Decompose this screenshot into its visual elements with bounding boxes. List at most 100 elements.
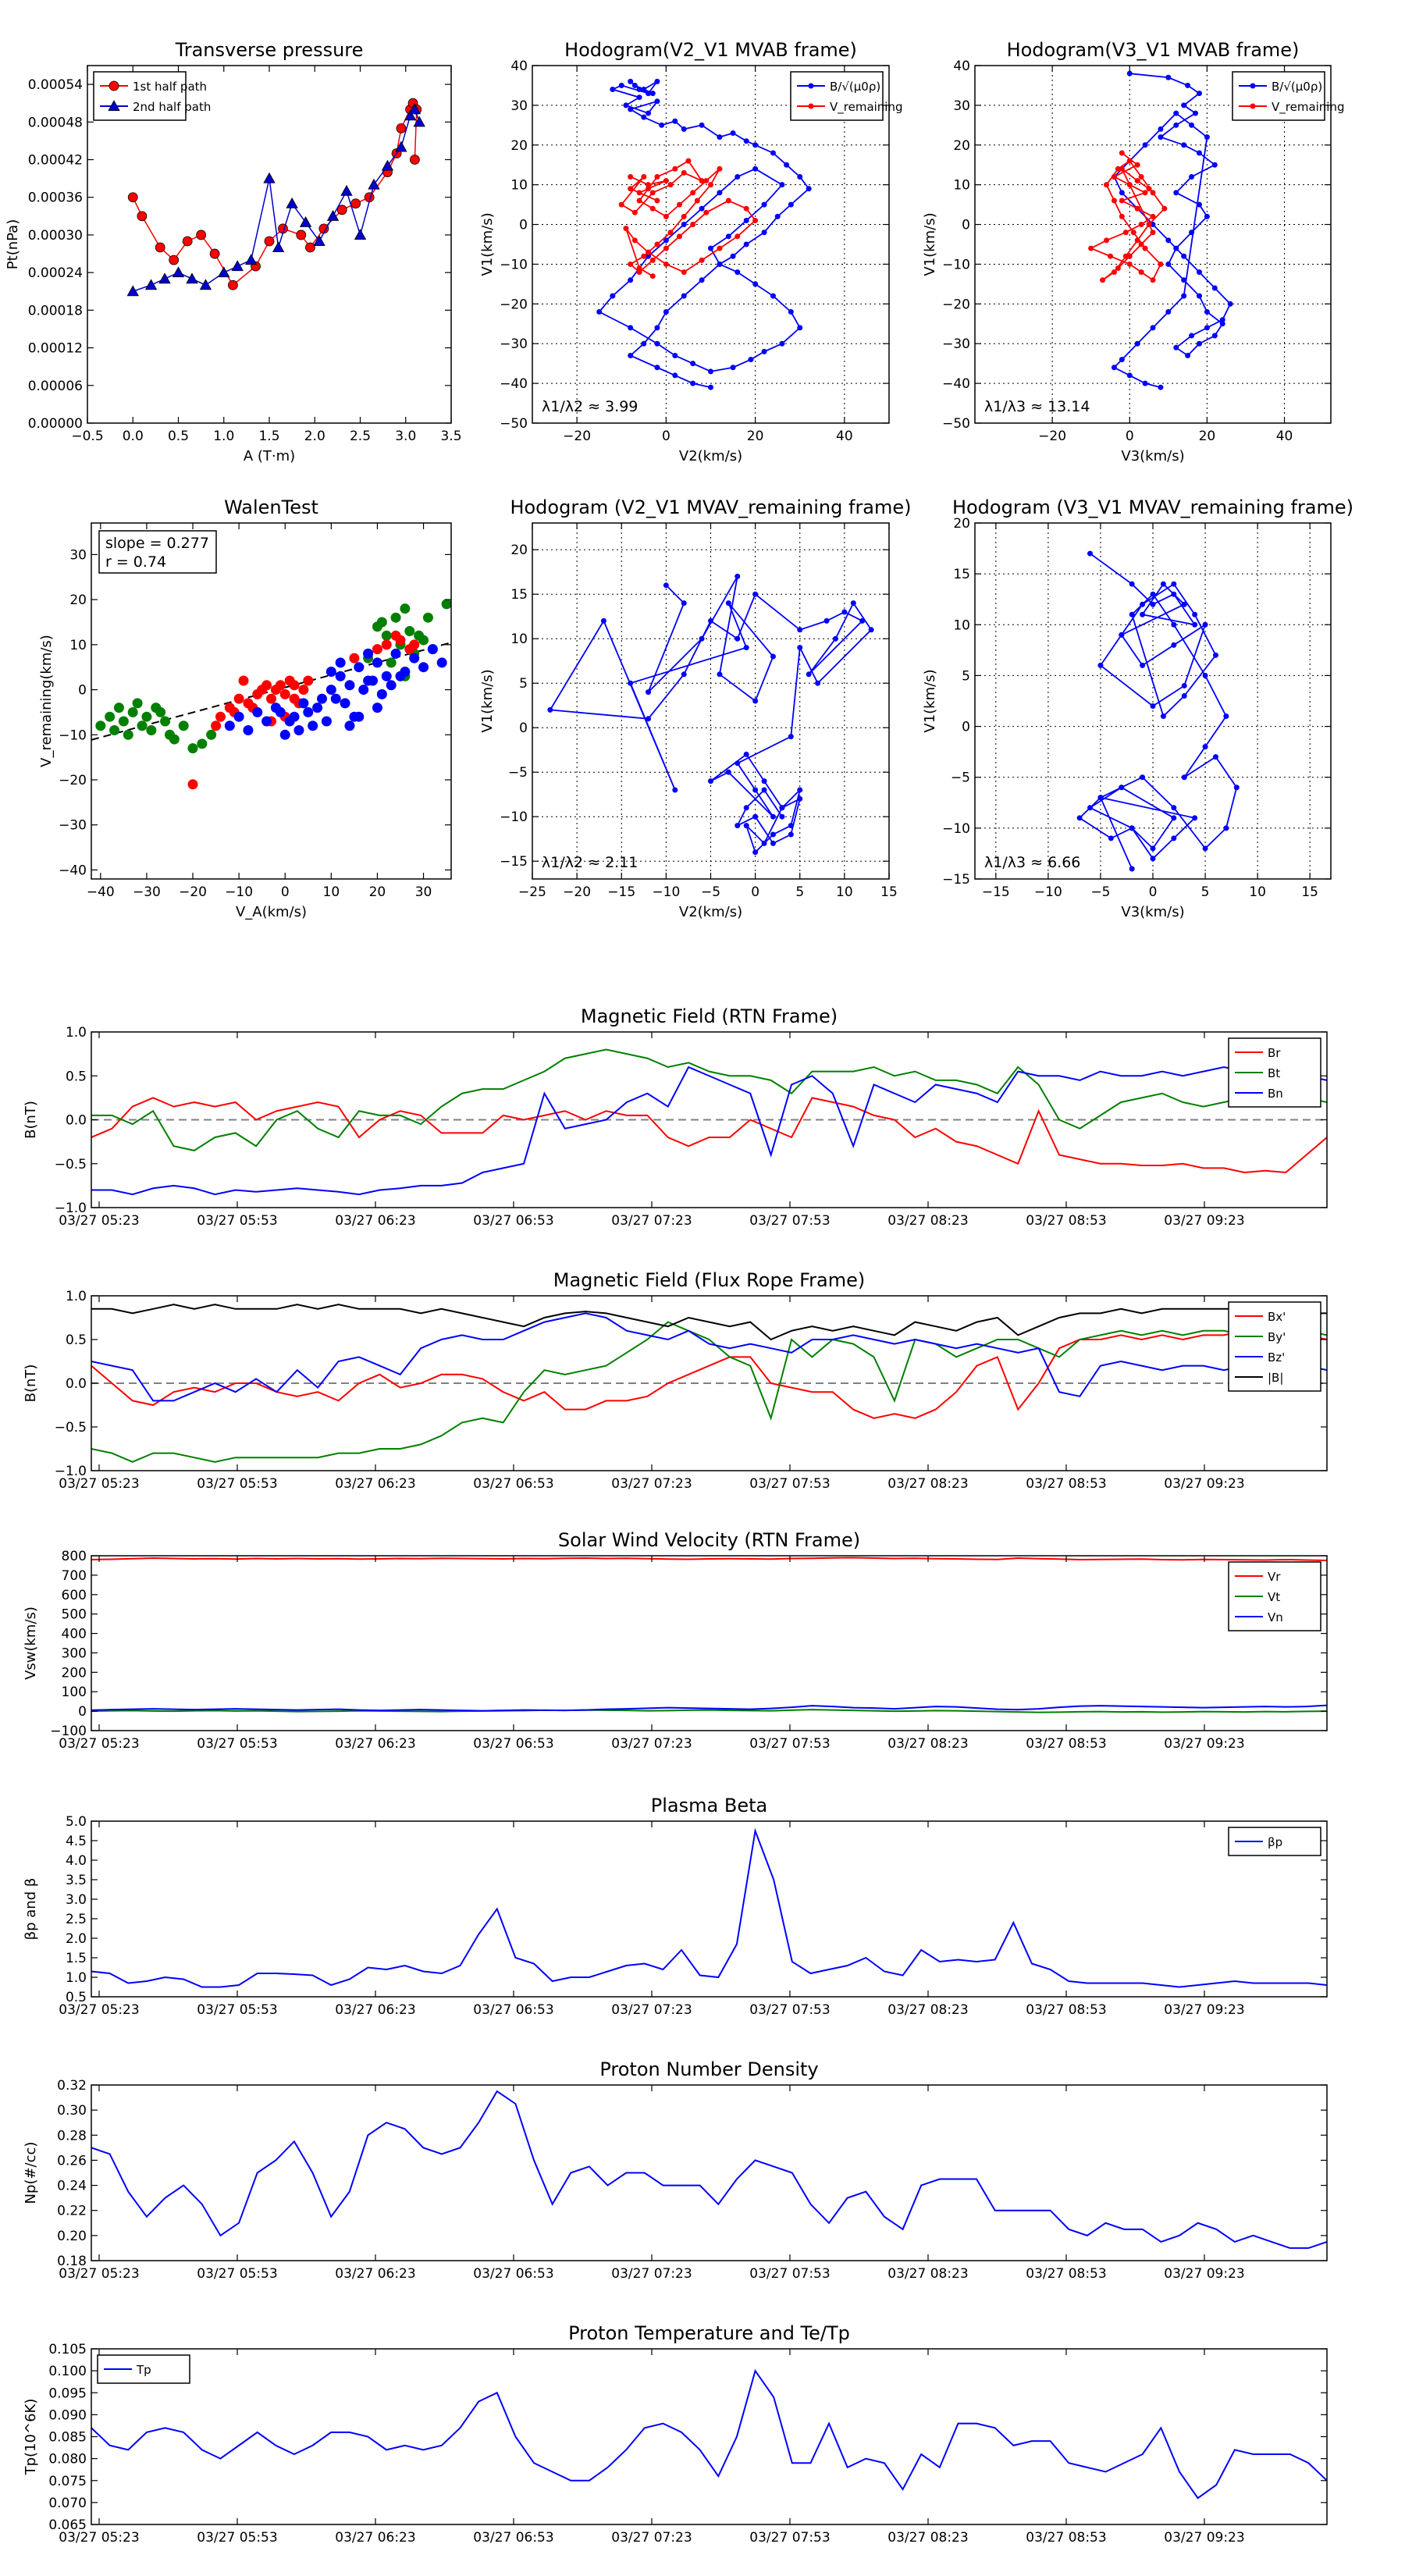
data-point [409, 639, 420, 650]
data-point [1150, 277, 1156, 283]
data-point [123, 729, 133, 740]
y-tick-label: −10 [59, 728, 87, 743]
data-point [1140, 662, 1146, 668]
x-tick-label: 03/27 09:23 [1164, 2530, 1244, 2546]
data-point [779, 182, 785, 188]
data-point [677, 201, 683, 208]
axes-frame [91, 2348, 1328, 2525]
data-point [649, 205, 656, 212]
data-point [284, 716, 295, 727]
series-line-Bx' [91, 1329, 1327, 1419]
data-point [717, 261, 723, 267]
data-point [1204, 134, 1210, 141]
data-point [1150, 591, 1156, 597]
x-tick-label: 03/27 07:53 [749, 1736, 830, 1752]
data-point [349, 653, 360, 664]
data-point [317, 693, 328, 704]
y-tick-label: 30 [953, 98, 970, 114]
x-tick-label: 10 [836, 884, 853, 900]
data-point [730, 253, 736, 259]
y-tick-label: −100 [50, 1724, 87, 1739]
chart-hodogram_v2_v1_mvav: −15 −10 −5 0 5 10 15 20 −25 −20 −15 −10 −5 0 5 10 15 Hodo… [479, 496, 912, 920]
data-point [1204, 213, 1210, 219]
data-point [1160, 581, 1166, 587]
data-point [358, 685, 369, 696]
data-point [1196, 91, 1202, 97]
legend-label: By' [1268, 1330, 1286, 1344]
data-point [641, 87, 647, 93]
series-line-Vn [91, 1704, 1327, 1712]
data-point [703, 178, 710, 184]
data-point [296, 229, 307, 240]
data-point [1142, 190, 1148, 196]
data-point [187, 779, 198, 790]
y-tick-label: 0.075 [48, 2474, 87, 2489]
data-point [1150, 856, 1156, 862]
legend-label: 2nd half path [133, 100, 211, 114]
data-point [735, 823, 741, 829]
legend-marker [808, 103, 814, 109]
data-point [305, 242, 315, 253]
data-point [1150, 325, 1156, 331]
data-point [725, 197, 731, 204]
y-tick-label: −20 [500, 297, 528, 312]
data-point [1196, 340, 1202, 347]
data-point [1211, 285, 1218, 291]
legend-marker [1250, 103, 1256, 109]
y-tick-label: −50 [500, 416, 528, 432]
data-point [275, 680, 286, 691]
y-tick-label: 0.26 [57, 2153, 87, 2169]
y-tick-label: 0 [519, 218, 528, 233]
data-point [1202, 744, 1208, 750]
data-group [91, 1557, 1327, 1713]
y-tick-label: 0.090 [48, 2407, 87, 2423]
y-tick-label: 0.00000 [28, 416, 83, 432]
x-tick-label: −10 [1034, 884, 1062, 900]
chart-title: Hodogram(V3_V1 MVAB frame) [1007, 39, 1300, 61]
series-line-Bt [91, 1048, 1327, 1151]
data-point [667, 229, 674, 236]
x-tick-label: −15 [982, 884, 1010, 900]
x-tick-label: 03/27 06:53 [473, 2530, 553, 2546]
y-tick-label: 0.00030 [28, 228, 83, 244]
legend-marker [108, 80, 119, 91]
data-point [784, 162, 790, 168]
legend-label: 1st half path [133, 80, 207, 94]
data-point [390, 612, 401, 623]
data-point [368, 675, 379, 686]
y-tick-label: −30 [942, 336, 970, 352]
data-point [708, 245, 713, 251]
data-point [414, 630, 425, 641]
x-tick-label: 0 [281, 884, 290, 900]
x-tick-label: 03/27 09:23 [1164, 2266, 1244, 2282]
data-point [105, 711, 116, 722]
chart-title: Proton Number Density [599, 2058, 818, 2080]
data-point [261, 716, 272, 727]
data-point [654, 197, 660, 204]
y-tick-label: 10 [953, 178, 970, 194]
legend-label: Bz' [1268, 1350, 1285, 1364]
data-point [623, 226, 629, 232]
data-point [95, 720, 106, 731]
data-point [1189, 173, 1195, 180]
data-point [233, 711, 244, 722]
y-axis-label: B(nT) [23, 1364, 39, 1403]
y-tick-label: −20 [59, 773, 87, 788]
data-point [1150, 222, 1156, 228]
y-tick-label: 0.20 [57, 2229, 87, 2244]
data-point [631, 237, 638, 244]
data-point [636, 87, 642, 93]
data-point [636, 94, 642, 101]
data-point [788, 823, 794, 829]
y-tick-label: 3.0 [66, 1892, 87, 1908]
data-point [774, 213, 781, 219]
data-point [1161, 205, 1168, 212]
x-tick-label: −10 [225, 884, 253, 900]
data-point [155, 706, 166, 717]
x-tick-label: 03/27 05:23 [59, 1476, 139, 1492]
data-point [1134, 205, 1140, 212]
data-point [631, 82, 638, 88]
data-point [636, 265, 642, 272]
x-tick-label: 03/27 07:53 [749, 1476, 830, 1492]
data-point [730, 365, 736, 371]
